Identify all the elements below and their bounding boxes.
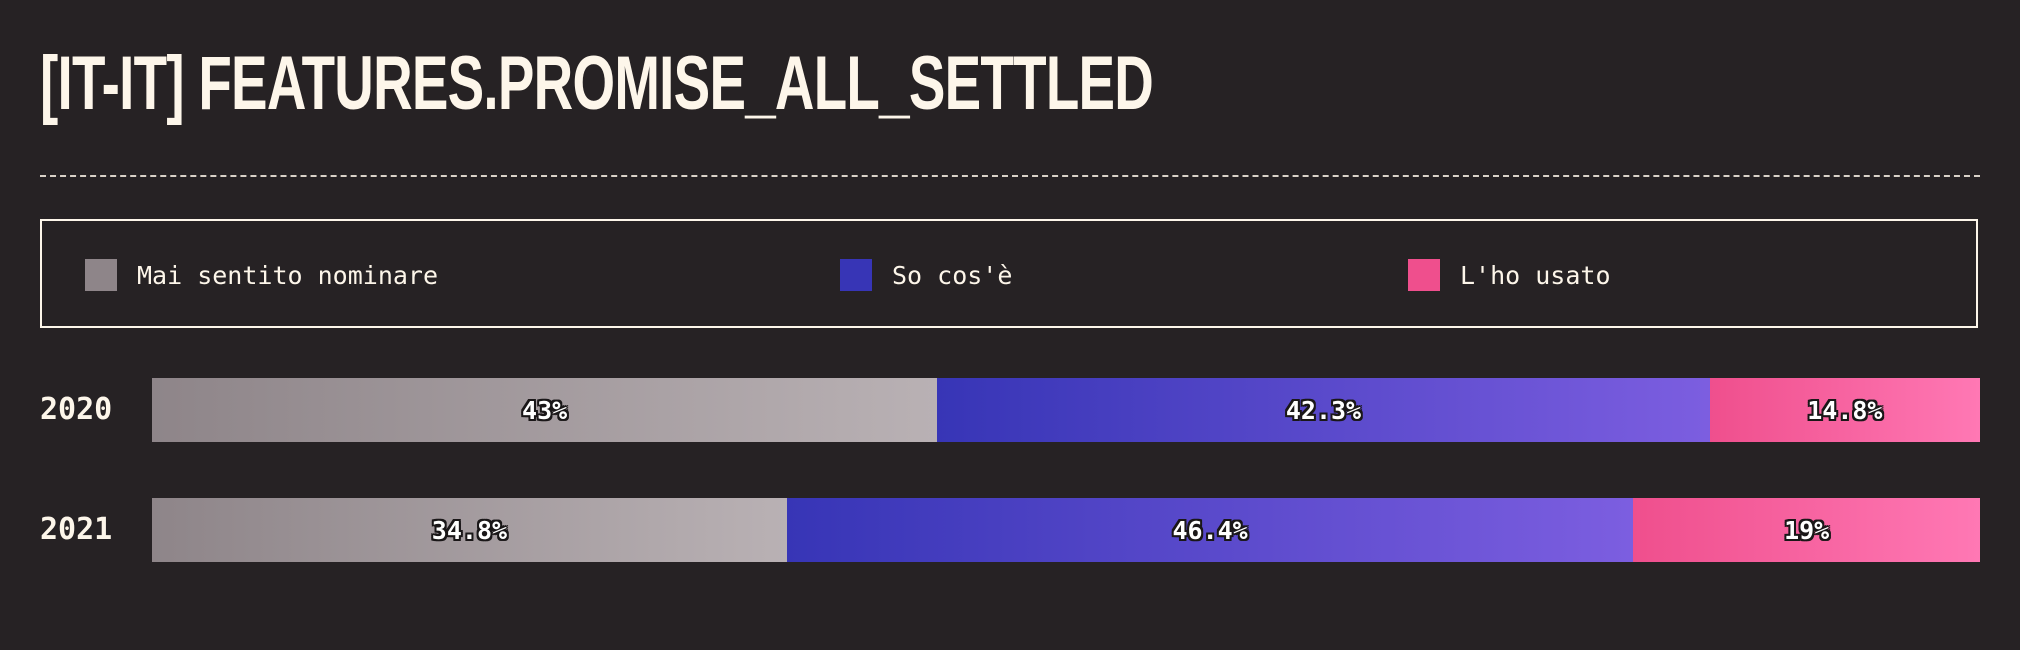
legend-item-know-it[interactable]: So cos'è <box>840 259 1012 291</box>
bar-value-label: 19% <box>1784 515 1830 545</box>
bar-segment-used-it-2021[interactable]: 19% <box>1633 498 1980 562</box>
chart-title: [IT-IT] FEATURES.PROMISE_ALL_SETTLED <box>40 41 1154 126</box>
legend-swatch-used-it <box>1408 259 1440 291</box>
bar-segment-never-heard-2020[interactable]: 43% <box>152 378 938 442</box>
legend-label-never-heard: Mai sentito nominare <box>137 260 439 290</box>
bar-value-label: 46.4% <box>1172 515 1248 545</box>
chart-legend: Mai sentito nominare So cos'è L'ho usato <box>40 219 1978 328</box>
legend-label-know-it: So cos'è <box>892 260 1013 290</box>
bar-segment-know-it-2020[interactable]: 42.3% <box>937 378 1710 442</box>
bar-segment-used-it-2020[interactable]: 14.8% <box>1709 378 1980 442</box>
bar-segment-never-heard-2021[interactable]: 34.8% <box>152 498 787 562</box>
legend-label-used-it: L'ho usato <box>1460 260 1611 290</box>
bar-value-label: 34.8% <box>431 515 508 545</box>
bar-value-label: 42.3% <box>1285 395 1362 425</box>
legend-item-used-it[interactable]: L'ho usato <box>1408 259 1611 291</box>
bar-row-2020: 43% 42.3% 14.8% <box>152 378 1980 442</box>
year-label-2021: 2021 <box>40 512 113 547</box>
bar-value-label: 14.8% <box>1807 395 1883 425</box>
year-label-2020: 2020 <box>40 392 113 427</box>
title-divider <box>40 175 1980 177</box>
bar-segment-know-it-2021[interactable]: 46.4% <box>786 498 1634 562</box>
legend-swatch-never-heard <box>85 259 117 291</box>
legend-swatch-know-it <box>840 259 872 291</box>
bar-row-2021: 34.8% 46.4% 19% <box>152 498 1980 562</box>
bar-value-label: 43% <box>522 395 568 425</box>
legend-item-never-heard[interactable]: Mai sentito nominare <box>85 259 438 291</box>
